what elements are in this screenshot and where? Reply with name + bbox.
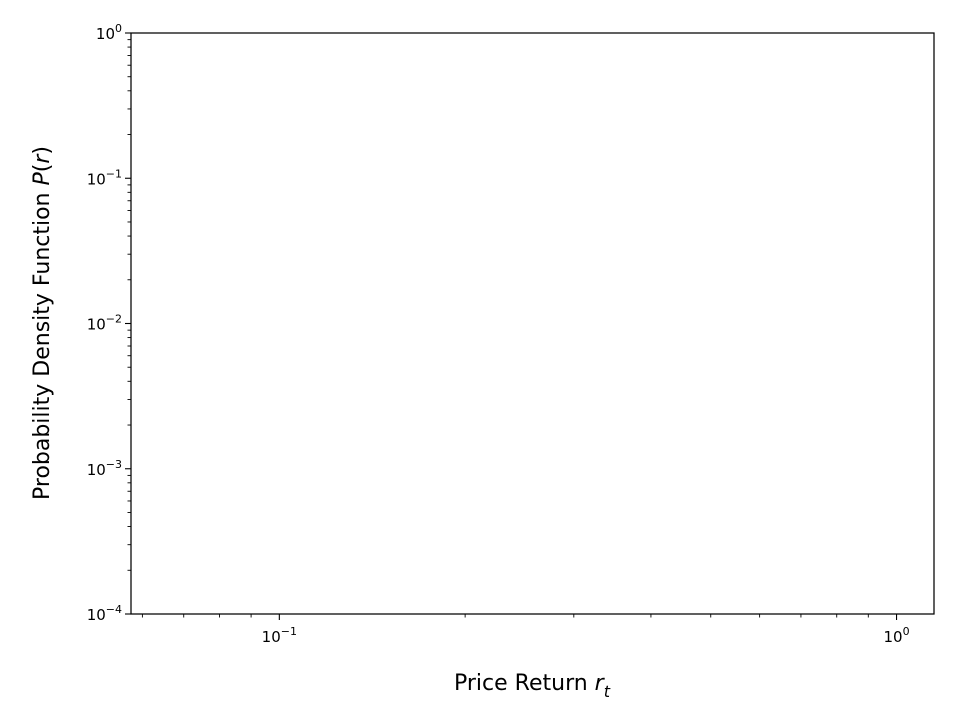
y-tick-label: 10−2 xyxy=(87,313,122,334)
x-axis-label-sub: t xyxy=(604,682,611,701)
tick-labels: 10−1 100 10−4 10−3 10−2 10−1 100 xyxy=(87,22,910,646)
plot-area-frame xyxy=(130,32,935,615)
y-axis-label-text: Probability Density Function xyxy=(30,186,55,501)
y-tick-label: 100 xyxy=(96,22,122,43)
major-ticks xyxy=(125,32,898,620)
y-tick-label: 10−1 xyxy=(87,167,122,188)
y-axis-label-arg: r xyxy=(30,153,55,164)
x-axis-label-var: r xyxy=(595,671,606,696)
x-tick-label: 10−1 xyxy=(262,625,297,646)
y-axis-label-open: ( xyxy=(30,164,55,173)
y-axis-label-close: ) xyxy=(30,146,55,155)
y-tick-label: 10−4 xyxy=(87,603,122,624)
y-axis-label-var: P xyxy=(30,172,55,186)
y-tick-label: 10−3 xyxy=(87,458,122,479)
x-axis-label: Price Return rt xyxy=(454,671,611,701)
x-axis-label-text: Price Return xyxy=(454,671,595,696)
x-tick-label: 100 xyxy=(883,625,909,646)
y-axis-label: Probability Density Function P(r) xyxy=(30,146,55,500)
